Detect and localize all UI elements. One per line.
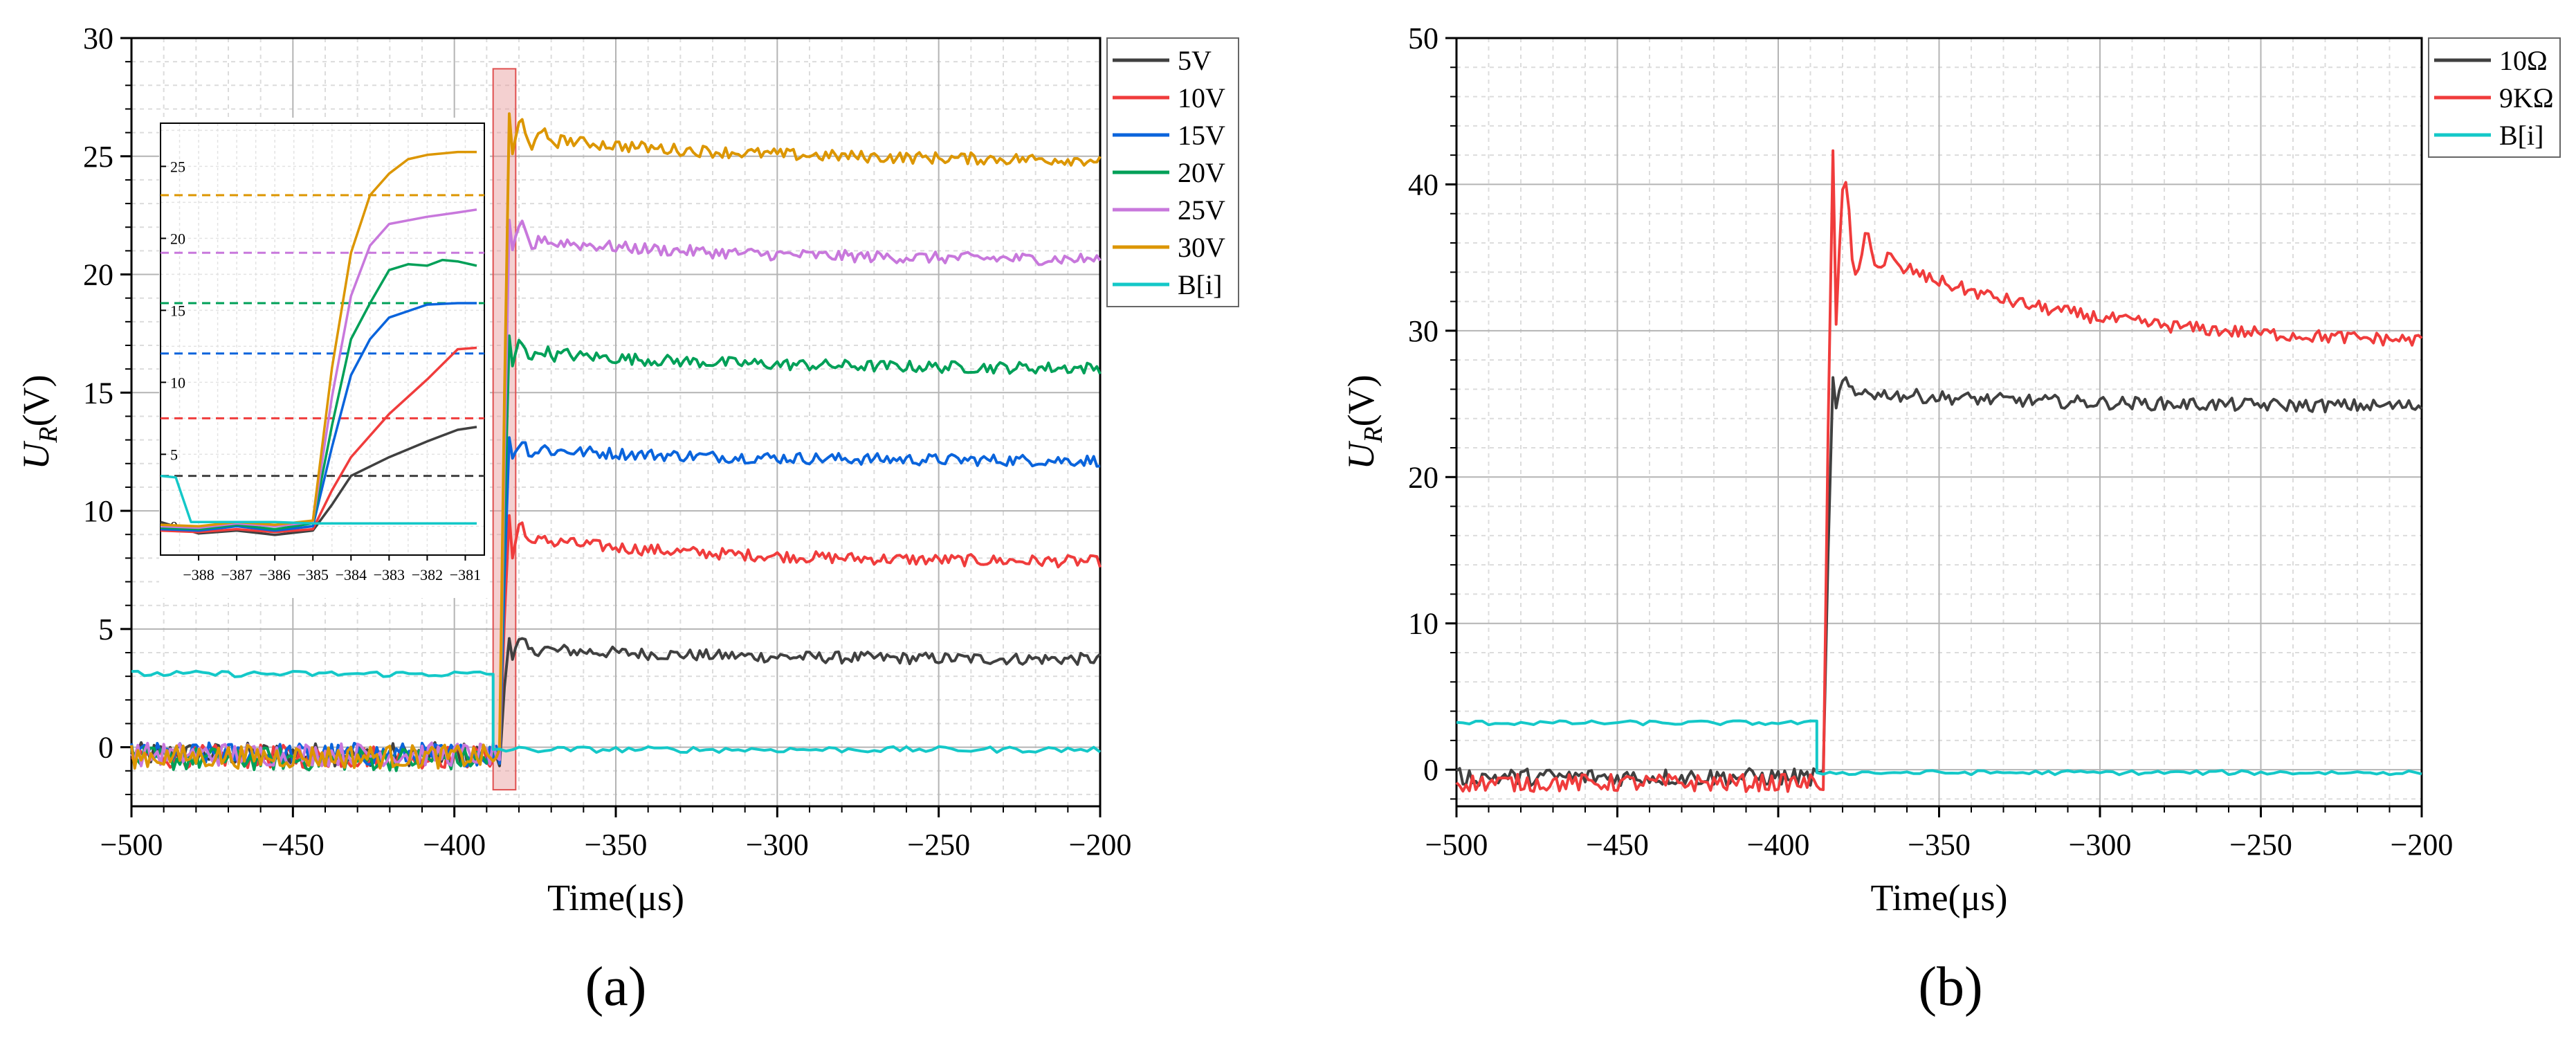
legend-label: 10Ω [2499,45,2548,76]
series-line [1456,719,2422,777]
legend-label: 30V [1178,232,1225,263]
legend-label: 10V [1178,82,1225,114]
inset-x-tick-label: −384 [336,566,367,583]
x-tick-label: −450 [1586,828,1649,862]
x-tick-label: −500 [1425,828,1488,862]
inset-y-tick-label: 5 [170,446,178,463]
legend-label: B[i] [2499,120,2543,151]
series-line [130,637,1102,768]
x-tick-label: −350 [585,828,648,862]
series-line [1455,149,2423,793]
inset-x-tick-label: −382 [412,566,443,583]
inset-y-tick-label: 25 [170,158,185,175]
y-tick-label: 30 [83,21,113,55]
x-tick-label: −400 [1747,828,1810,862]
panel-label-a: (a) [585,956,647,1017]
inset-series-line [160,208,477,529]
panel-label-b: (b) [1918,956,1982,1017]
inset-series-line [160,426,477,536]
inset-x-tick-label: −383 [374,566,405,583]
x-tick-label: −250 [907,828,970,862]
legend-label: 5V [1178,45,1212,76]
x-tick-label: −350 [1908,828,1971,862]
inset-frame [160,123,485,556]
legend-label: 20V [1178,157,1225,188]
y-tick-label: 50 [1408,21,1438,55]
inset-y-tick-label: 10 [170,374,185,391]
series-line [130,334,1102,772]
x-axis-label: Time(μs) [1871,877,2008,918]
inset-series-line [160,258,477,531]
x-tick-label: −300 [746,828,809,862]
inset-x-tick-label: −386 [259,566,290,583]
chart-panel-a: −500 −450 −400 −350 −300 −250 −200 0 5 10 15 20 25 30… [15,21,1239,918]
inset-x-tick-label: −385 [298,566,329,583]
x-tick-label: −500 [100,828,163,862]
y-tick-label: 30 [1408,314,1438,348]
legend-label: 15V [1178,120,1225,151]
y-tick-label: 0 [98,731,113,765]
legend-label: B[i] [1178,269,1222,300]
inset-x-tick-label: −388 [183,566,214,583]
series-line [130,112,1102,770]
inset-x-tick-label: −381 [450,566,481,583]
inset-y-tick-label: 20 [170,230,185,247]
y-tick-label: 15 [83,376,113,410]
series-line [131,669,1102,754]
inset-x-tick-label: −387 [221,566,252,583]
x-axis-label: Time(μs) [547,877,684,918]
y-axis-label: UR(V) [1340,374,1388,469]
x-tick-label: −200 [2391,828,2454,862]
y-axis-label: UR(V) [15,374,63,469]
y-tick-label: 10 [83,494,113,528]
legend-label: 9KΩ [2499,82,2554,114]
x-tick-label: −250 [2229,828,2292,862]
x-tick-label: −200 [1069,828,1132,862]
legend-label: 25V [1178,194,1225,226]
inset-series-line [160,346,477,534]
y-tick-label: 25 [83,140,113,174]
series-line [130,436,1101,768]
series-line [1455,376,2423,788]
y-tick-label: 40 [1408,167,1438,201]
y-tick-label: 20 [83,258,113,292]
y-tick-label: 10 [1408,607,1438,641]
y-tick-label: 0 [1423,753,1438,787]
inset-background [159,118,490,598]
x-tick-label: −400 [423,828,486,862]
x-tick-label: −450 [262,828,325,862]
x-tick-label: −300 [2069,828,2132,862]
inset-series-line [160,302,477,532]
y-tick-label: 5 [98,613,113,646]
y-tick-label: 20 [1408,460,1438,494]
inset-y-tick-label: 15 [170,302,185,319]
inset-series-line [160,474,477,525]
chart-panel-b: −500 −450 −400 −350 −300 −250 −200 0 10 20 30 40 50 T… [1340,21,2561,918]
